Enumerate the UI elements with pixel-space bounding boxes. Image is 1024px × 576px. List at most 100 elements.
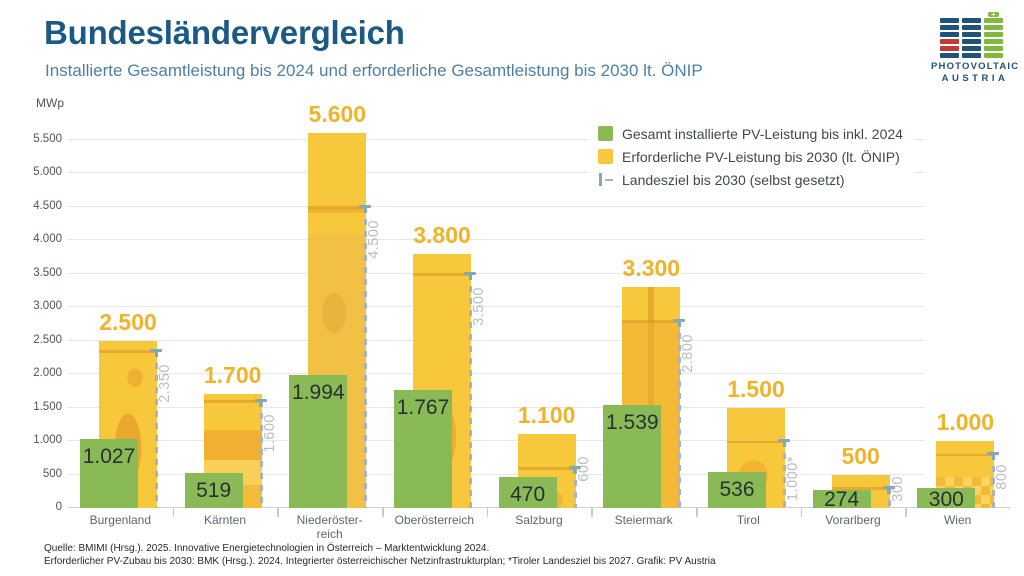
axis-tick <box>277 508 279 517</box>
bar-group: 5.600 4.500 1.994 Niederöster-reich <box>277 101 383 540</box>
installed-value-label: 1.767 <box>396 395 450 419</box>
logo-bar <box>984 32 1003 37</box>
installed-bar <box>289 374 348 508</box>
target-value-label: 2.800 <box>680 333 697 373</box>
target-line-on-bar <box>831 487 890 490</box>
source-line-2: Erforderlicher PV-Zubau bis 2030: BMK (H… <box>44 555 716 567</box>
required-value-label: 3.300 <box>622 255 681 282</box>
bar-group: 1.100 600 470 Salzburg <box>487 130 592 527</box>
gridline <box>68 406 924 408</box>
required-value-label: 5.600 <box>308 101 367 128</box>
required-value-label: 1.700 <box>203 362 262 389</box>
legend-swatch-installed-icon <box>598 126 613 141</box>
y-tick-label: 1.000 <box>33 434 62 447</box>
logo-bar <box>940 53 959 58</box>
target-dashed-line <box>573 467 577 508</box>
target-cap <box>568 465 581 474</box>
axis-tick <box>591 508 593 517</box>
installed-value-label: 1.539 <box>606 411 659 435</box>
category-label: Wien <box>943 513 972 527</box>
installed-value-label: 470 <box>510 482 546 506</box>
target-value-label: 1.000* <box>785 456 801 502</box>
target-dashed-line <box>678 320 682 508</box>
target-cap <box>359 204 372 213</box>
target-line-on-bar <box>99 350 157 353</box>
page-subtitle: Installierte Gesamtleistung bis 2024 und… <box>45 61 703 80</box>
logo-bar <box>940 46 959 51</box>
logo-bar <box>940 25 959 30</box>
logo-text-photovoltaic: PHOTOVOLTAIC <box>931 61 1020 72</box>
bar-group: 500 300 274 Vorarlberg <box>801 130 906 527</box>
logo-bar <box>984 46 1003 51</box>
y-tick-label: 0 <box>55 501 62 513</box>
gridline <box>68 139 924 140</box>
target-dashed-line <box>887 487 891 508</box>
pv-austria-logo: + PHOTOVOLTAIC AUSTRIA <box>931 11 1020 85</box>
gridline <box>68 239 924 241</box>
logo-battery-cap-icon: + <box>988 11 999 19</box>
required-value-label: 1.100 <box>517 402 576 429</box>
chart-legend: Gesamt installierte PV-Leistung bis inkl… <box>588 116 915 199</box>
logo-bar <box>984 18 1003 23</box>
logo-bar <box>962 46 981 51</box>
logo-bar <box>962 39 981 44</box>
target-line-on-bar <box>203 400 262 403</box>
target-line-on-bar <box>308 206 367 209</box>
target-cap <box>778 439 790 448</box>
logo-bar <box>984 53 1003 58</box>
legend-target-mark-icon <box>598 172 614 187</box>
axis-tick <box>172 508 175 517</box>
category-label: Burgenland <box>89 513 152 527</box>
logo-bar <box>940 18 959 23</box>
logo-bar <box>962 18 981 23</box>
y-tick-label: 4.500 <box>33 199 62 212</box>
target-cap <box>464 271 476 280</box>
target-value-label: 4.500 <box>366 220 383 259</box>
target-line-on-bar <box>517 467 576 470</box>
gridline <box>68 473 924 475</box>
y-tick-label: 5.000 <box>33 166 62 179</box>
category-label: Salzburg <box>515 513 563 527</box>
category-label: Kärnten <box>203 513 246 527</box>
target-line-on-bar <box>622 320 681 323</box>
installed-bar <box>603 405 662 508</box>
gridline <box>68 172 924 174</box>
logo-bar <box>962 32 981 37</box>
axis-tick <box>486 508 489 517</box>
logo-text-austria: AUSTRIA <box>941 73 1009 84</box>
y-axis-labels: 0 500 1.000 1.500 2.000 2.500 3.000 3.500 4.000 4… <box>0 130 62 513</box>
logo-bar <box>962 25 981 30</box>
pv-austria-logo-icon: + <box>940 11 1004 59</box>
legend-swatch-required-icon <box>598 149 613 164</box>
gridline <box>68 373 924 375</box>
legend-item-installed: Gesamt installierte PV-Leistung bis inkl… <box>598 122 903 145</box>
axis-tick <box>382 508 384 517</box>
gridline <box>68 272 924 274</box>
required-value-label: 2.500 <box>99 308 157 335</box>
y-tick-label: 3.500 <box>33 266 62 279</box>
bar-group: 2.500 2.350 1.027 Burgenland <box>68 130 173 527</box>
y-tick-label: 3.000 <box>33 300 62 313</box>
gridline <box>68 440 924 442</box>
target-line-on-bar <box>413 273 471 276</box>
installed-value-label: 300 <box>928 488 964 511</box>
y-axis-unit-label: MWp <box>36 96 64 110</box>
gridline <box>68 205 924 207</box>
page-title: Bundesländervergleich <box>44 14 405 51</box>
category-label: Tirol <box>736 513 760 527</box>
target-value-label: 800 <box>994 464 1011 491</box>
category-label: Steiermark <box>614 513 673 527</box>
bar-group: 3.800 3.500 1.767 Oberösterreich <box>382 130 487 527</box>
category-label: Niederöster-reich <box>296 513 363 541</box>
target-dashed-line <box>364 206 368 508</box>
installed-value-label: 1.994 <box>292 380 345 404</box>
source-line-1: Quelle: BMIMI (Hrsg.). 2025. Innovative … <box>44 543 490 554</box>
bar-group: 1.000 800 300 Wien <box>905 130 1011 527</box>
target-cap <box>150 348 162 357</box>
category-label: Vorarlberg <box>825 513 881 527</box>
legend-label-required: Erforderliche PV-Leistung bis 2030 (lt. … <box>622 148 900 165</box>
target-cap <box>987 452 1000 461</box>
target-cap <box>673 318 686 327</box>
axis-tick <box>800 508 803 517</box>
logo-bar <box>962 53 981 58</box>
